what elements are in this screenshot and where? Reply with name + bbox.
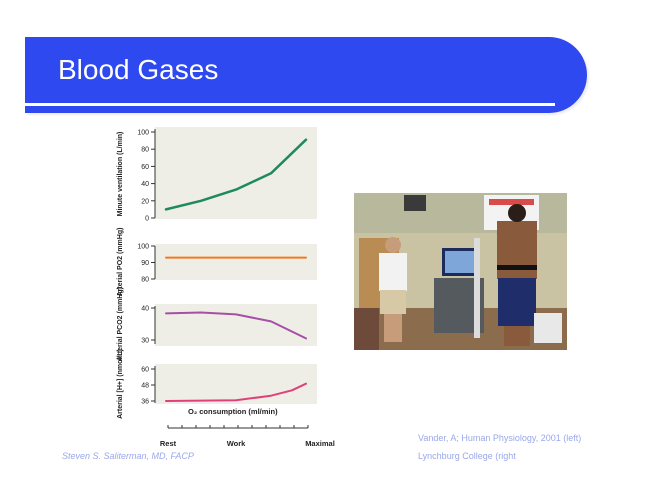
ylabel-po2: Arterial PO2 (mmHg)	[117, 228, 124, 297]
ytick-label: 48	[141, 383, 149, 390]
pco2-curve	[165, 311, 307, 340]
x-category-maximal: Maximal	[305, 439, 335, 448]
ylabel-h-ion: Arterial [H+] (nmol/L)	[117, 349, 124, 419]
yticks-po2: 100 90 80	[137, 244, 155, 284]
xlabel: O₂ consumption (ml/min)	[188, 407, 278, 416]
ytick-label: 0	[145, 216, 149, 223]
ytick-label: 60	[141, 367, 149, 374]
x-category-rest: Rest	[160, 439, 177, 448]
source-credit-line-1: Vander, A; Human Physiology, 2001 (left)	[418, 433, 582, 443]
photo-doctor-shorts	[380, 290, 406, 314]
panel-ventilation	[155, 127, 317, 219]
panel-h-ion	[155, 364, 317, 404]
photo-foreground-person	[354, 308, 379, 350]
ytick-label: 100	[137, 244, 149, 251]
photo-treadmill-rail	[474, 238, 480, 338]
ytick-label: 100	[137, 130, 149, 137]
photo-runner-back	[497, 221, 537, 279]
exercise-test-photo	[354, 193, 567, 350]
panel-po2	[155, 244, 317, 280]
photo-runner-shorts	[498, 278, 536, 326]
author-credit: Steven S. Saliterman, MD, FACP	[62, 451, 194, 461]
physiology-figure: Minute ventilation (L/min) Arterial PO2 …	[108, 124, 343, 454]
ytick-label: 90	[141, 260, 149, 267]
ylabel-ventilation: Minute ventilation (L/min)	[117, 132, 124, 217]
ytick-label: 60	[141, 164, 149, 171]
ytick-label: 20	[141, 198, 149, 205]
h-ion-curve	[165, 382, 307, 402]
photo-doctor-head	[385, 237, 401, 253]
photo-runner-head	[508, 204, 526, 222]
title-banner	[25, 37, 587, 113]
slide-title: Blood Gases	[58, 54, 219, 85]
source-credit-line-2: Lynchburg College (right	[418, 451, 516, 461]
photo-runner-legs	[504, 326, 530, 346]
yticks-ventilation: 100 80 60 40 20 0	[137, 130, 155, 223]
photo-poster-detail	[489, 199, 534, 205]
ytick-label: 80	[141, 277, 149, 284]
ytick-label: 40	[141, 306, 149, 313]
panel-pco2	[155, 304, 317, 346]
photo-doctor-legs	[384, 314, 402, 342]
photo-clock	[404, 195, 426, 211]
yticks-h-ion: 60 48 36	[141, 367, 155, 406]
ytick-label: 36	[141, 399, 149, 406]
ytick-label: 30	[141, 338, 149, 345]
banner-underline	[25, 103, 555, 106]
x-ticks	[167, 425, 309, 428]
ytick-label: 40	[141, 181, 149, 188]
ytick-label: 80	[141, 147, 149, 154]
photo-monitor-screen	[445, 251, 474, 273]
ventilation-curve	[164, 138, 308, 211]
photo-doctor-shirt	[379, 253, 407, 291]
x-category-work: Work	[227, 439, 246, 448]
photo-runner-strap	[497, 265, 537, 270]
yticks-pco2: 40 30	[141, 306, 155, 345]
ylabel-pco2: Arterial PCO2 (mmHg)	[117, 287, 124, 361]
photo-bin	[534, 313, 562, 343]
